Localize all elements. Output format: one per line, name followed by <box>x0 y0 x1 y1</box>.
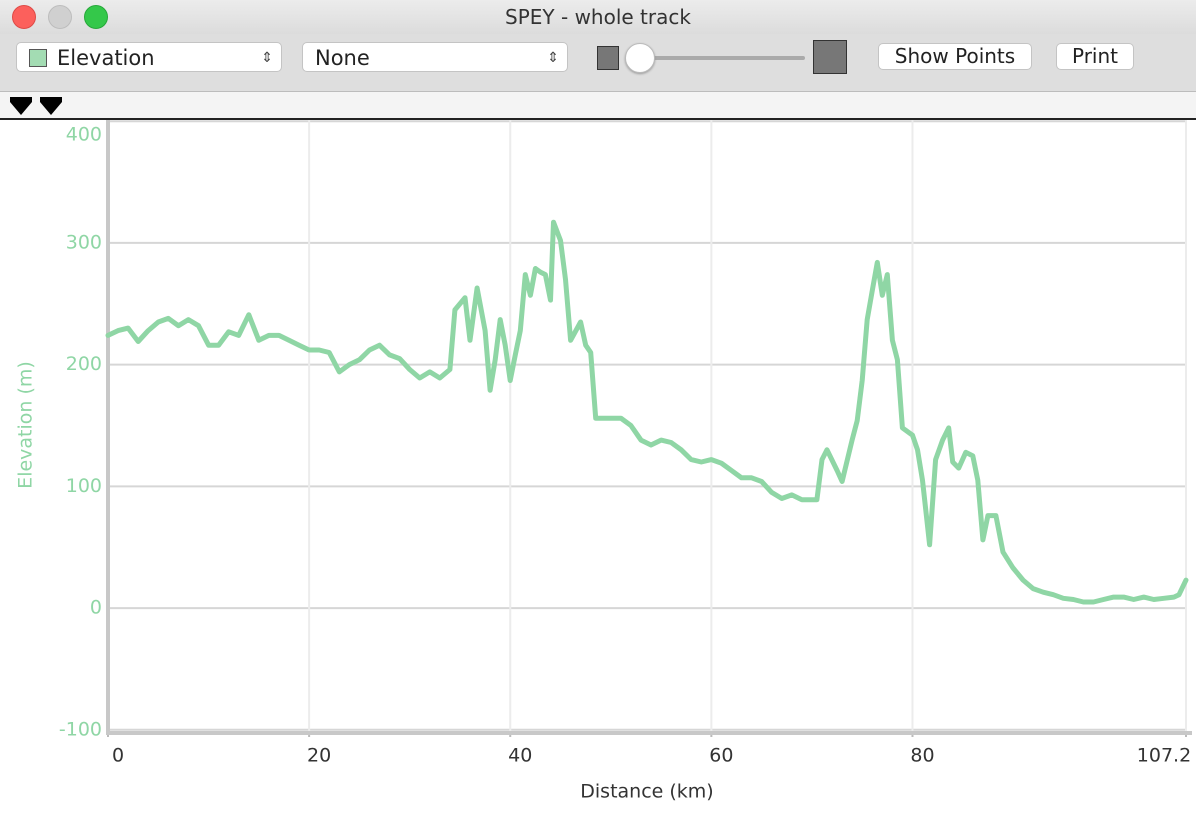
y-tick-label: 200 <box>66 353 102 375</box>
x-tick-label: 60 <box>709 745 733 767</box>
x-tick-label: 40 <box>508 745 532 767</box>
title-bar: SPEY - whole track <box>0 0 1196 34</box>
y-tick-label: -100 <box>59 718 102 740</box>
large-zoom-icon <box>813 40 847 74</box>
range-marker[interactable] <box>40 97 62 115</box>
marker-strip <box>0 92 1196 119</box>
close-button[interactable] <box>12 5 36 29</box>
y-tick-label: 100 <box>66 475 102 497</box>
toolbar: Elevation ⇕ None ⇕ Show Points Print <box>0 34 1196 92</box>
select-label: None <box>315 46 370 70</box>
range-marker[interactable] <box>10 97 32 115</box>
y-tick-label: 400 <box>66 124 102 146</box>
x-tick-label: 0 <box>112 745 124 767</box>
x-axis-label: Distance (km) <box>580 781 713 803</box>
elevation-line <box>105 219 1189 605</box>
select-label: Elevation <box>57 46 155 70</box>
secondary-select[interactable]: None ⇕ <box>302 42 568 72</box>
minimize-button[interactable] <box>48 5 72 29</box>
y-axis-label: Elevation (m) <box>15 361 37 489</box>
x-tick-label: 20 <box>307 745 331 767</box>
window-title: SPEY - whole track <box>505 5 691 29</box>
y-tick-label: 0 <box>90 597 102 619</box>
zoom-slider-track[interactable] <box>640 56 805 60</box>
chart: Distance (km) Elevation (m) -10001002003… <box>0 92 1196 803</box>
show-points-button[interactable]: Show Points <box>878 43 1032 70</box>
x-tick-label: 80 <box>910 745 934 767</box>
x-tick-label: 107.2 <box>1137 745 1191 767</box>
small-zoom-icon <box>597 46 619 70</box>
primary-select[interactable]: Elevation ⇕ <box>16 42 282 72</box>
select-arrows: ⇕ <box>547 50 559 66</box>
series-swatch <box>29 49 47 67</box>
select-arrows: ⇕ <box>261 50 273 66</box>
zoom-button[interactable] <box>84 5 108 29</box>
y-tick-label: 300 <box>66 231 102 253</box>
zoom-slider-knob[interactable] <box>625 43 655 73</box>
print-button[interactable]: Print <box>1056 43 1134 70</box>
